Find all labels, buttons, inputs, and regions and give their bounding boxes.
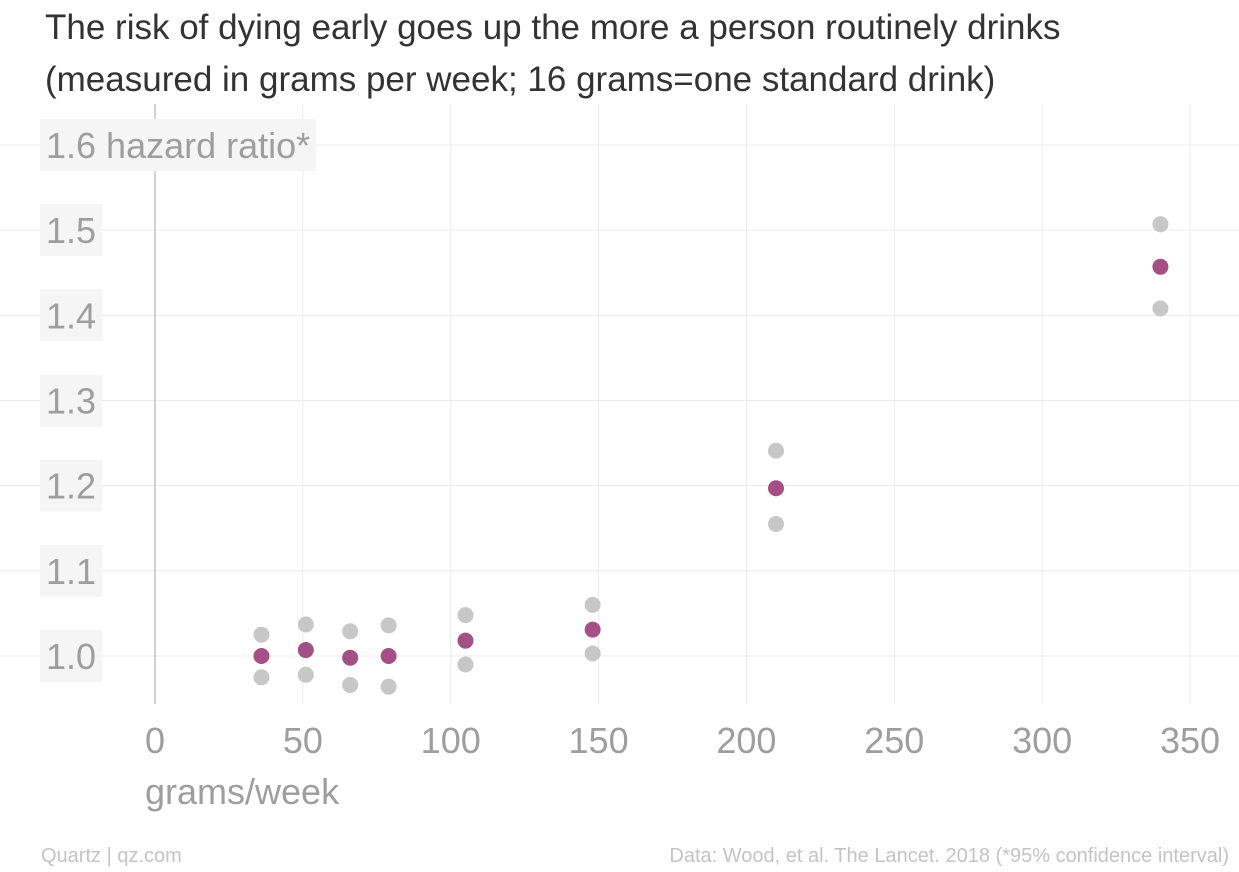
x-tick-label: 350	[1160, 720, 1220, 761]
lower-bound-point	[457, 656, 474, 673]
chart-title-line-2: (measured in grams per week; 16 grams=on…	[45, 60, 996, 99]
data-points	[253, 216, 1169, 695]
y-tick-label-text: 1.5	[46, 210, 96, 251]
y-tick-label: 1.5	[40, 204, 103, 257]
hazard-ratio-point	[457, 632, 474, 649]
hazard-ratio-point	[342, 649, 359, 666]
y-tick-label-bg	[40, 459, 103, 512]
lower-bound-point	[1152, 300, 1169, 317]
upper-bound-point	[297, 616, 314, 633]
data-point-group	[253, 626, 270, 686]
y-tick-label-bg	[40, 630, 103, 682]
x-tick-label: 50	[283, 720, 323, 761]
y-tick-label-bg	[40, 204, 103, 257]
lower-bound-point	[380, 678, 397, 695]
footer-source: Data: Wood, et al. The Lancet. 2018 (*95…	[669, 845, 1229, 867]
y-tick-label-bg	[40, 119, 317, 171]
x-tick-label: 200	[716, 720, 776, 761]
y-tick-label: 1.2	[40, 459, 103, 512]
chart-title: The risk of dying early goes up the more…	[45, 2, 1235, 106]
y-tick-label: 1.6 hazard ratio*	[40, 119, 317, 171]
y-tick-label: 1.4	[40, 289, 103, 342]
data-point-group	[1152, 216, 1169, 317]
y-tick-label-bg	[40, 544, 103, 597]
lower-bound-point	[584, 645, 601, 662]
data-point-group	[584, 596, 601, 662]
hazard-ratio-point	[380, 648, 397, 664]
y-tick-label-bg	[40, 374, 103, 427]
y-tick-label-text: 1.2	[46, 466, 96, 507]
grid-lines	[0, 104, 1239, 704]
lower-bound-point	[342, 676, 359, 693]
lower-bound-point	[297, 666, 314, 683]
upper-bound-point	[768, 442, 784, 459]
upper-bound-point	[584, 596, 601, 613]
hazard-ratio-point	[584, 621, 601, 638]
hazard-ratio-point	[253, 648, 270, 664]
lower-bound-point	[253, 669, 270, 686]
x-tick-label: 150	[569, 720, 629, 761]
hazard-ratio-point	[1152, 258, 1169, 275]
x-tick-label: 250	[864, 720, 924, 761]
upper-bound-point	[1152, 216, 1169, 233]
x-tick-label: 100	[421, 720, 481, 761]
y-tick-label: 1.0	[40, 630, 103, 682]
chart-title-line-1: The risk of dying early goes up the more…	[45, 8, 1061, 47]
upper-bound-point	[342, 623, 359, 640]
hazard-ratio-point	[768, 480, 784, 497]
y-tick-label-text: 1.1	[46, 551, 96, 592]
y-tick-label: 1.1	[40, 544, 103, 597]
x-tick-label: 0	[145, 720, 165, 761]
y-tick-label-bg	[40, 289, 103, 342]
data-point-group	[768, 442, 784, 532]
lower-bound-point	[768, 515, 784, 532]
upper-bound-point	[380, 617, 397, 634]
data-point-group	[297, 616, 314, 683]
data-point-group	[342, 623, 359, 693]
y-tick-label-text: 1.4	[46, 295, 96, 336]
x-tick-label: 300	[1012, 720, 1072, 761]
upper-bound-point	[457, 607, 474, 624]
y-tick-label-text: 1.6 hazard ratio*	[46, 125, 310, 166]
y-tick-label: 1.3	[40, 374, 103, 427]
data-point-group	[380, 617, 397, 695]
x-tick-labels: 0 50 100 150 200 250 300 350	[145, 720, 1220, 761]
x-axis-title: grams/week	[145, 771, 340, 812]
footer-credit: Quartz | qz.com	[41, 845, 182, 867]
y-tick-labels: 1.0 1.1 1.2 1.3 1.4 1.5 1.6 hazard ratio*	[40, 119, 317, 682]
y-tick-label-text: 1.3	[46, 381, 96, 422]
y-tick-label-text: 1.0	[46, 636, 96, 677]
data-point-group	[457, 607, 474, 673]
hazard-ratio-point	[297, 642, 314, 659]
upper-bound-point	[253, 626, 270, 643]
